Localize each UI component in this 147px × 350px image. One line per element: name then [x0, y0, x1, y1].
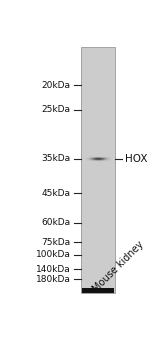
Text: Mouse kidney: Mouse kidney — [91, 239, 146, 294]
Bar — [82, 288, 114, 293]
Text: 100kDa: 100kDa — [36, 250, 71, 259]
Text: 60kDa: 60kDa — [42, 218, 71, 227]
Bar — [81, 47, 115, 293]
Text: HOXB2: HOXB2 — [125, 154, 147, 164]
Text: 75kDa: 75kDa — [42, 238, 71, 247]
Text: 35kDa: 35kDa — [42, 154, 71, 163]
Text: 25kDa: 25kDa — [42, 105, 71, 114]
Text: 140kDa: 140kDa — [36, 265, 71, 274]
Text: 45kDa: 45kDa — [42, 189, 71, 198]
Text: 20kDa: 20kDa — [42, 81, 71, 90]
Text: 180kDa: 180kDa — [36, 275, 71, 284]
